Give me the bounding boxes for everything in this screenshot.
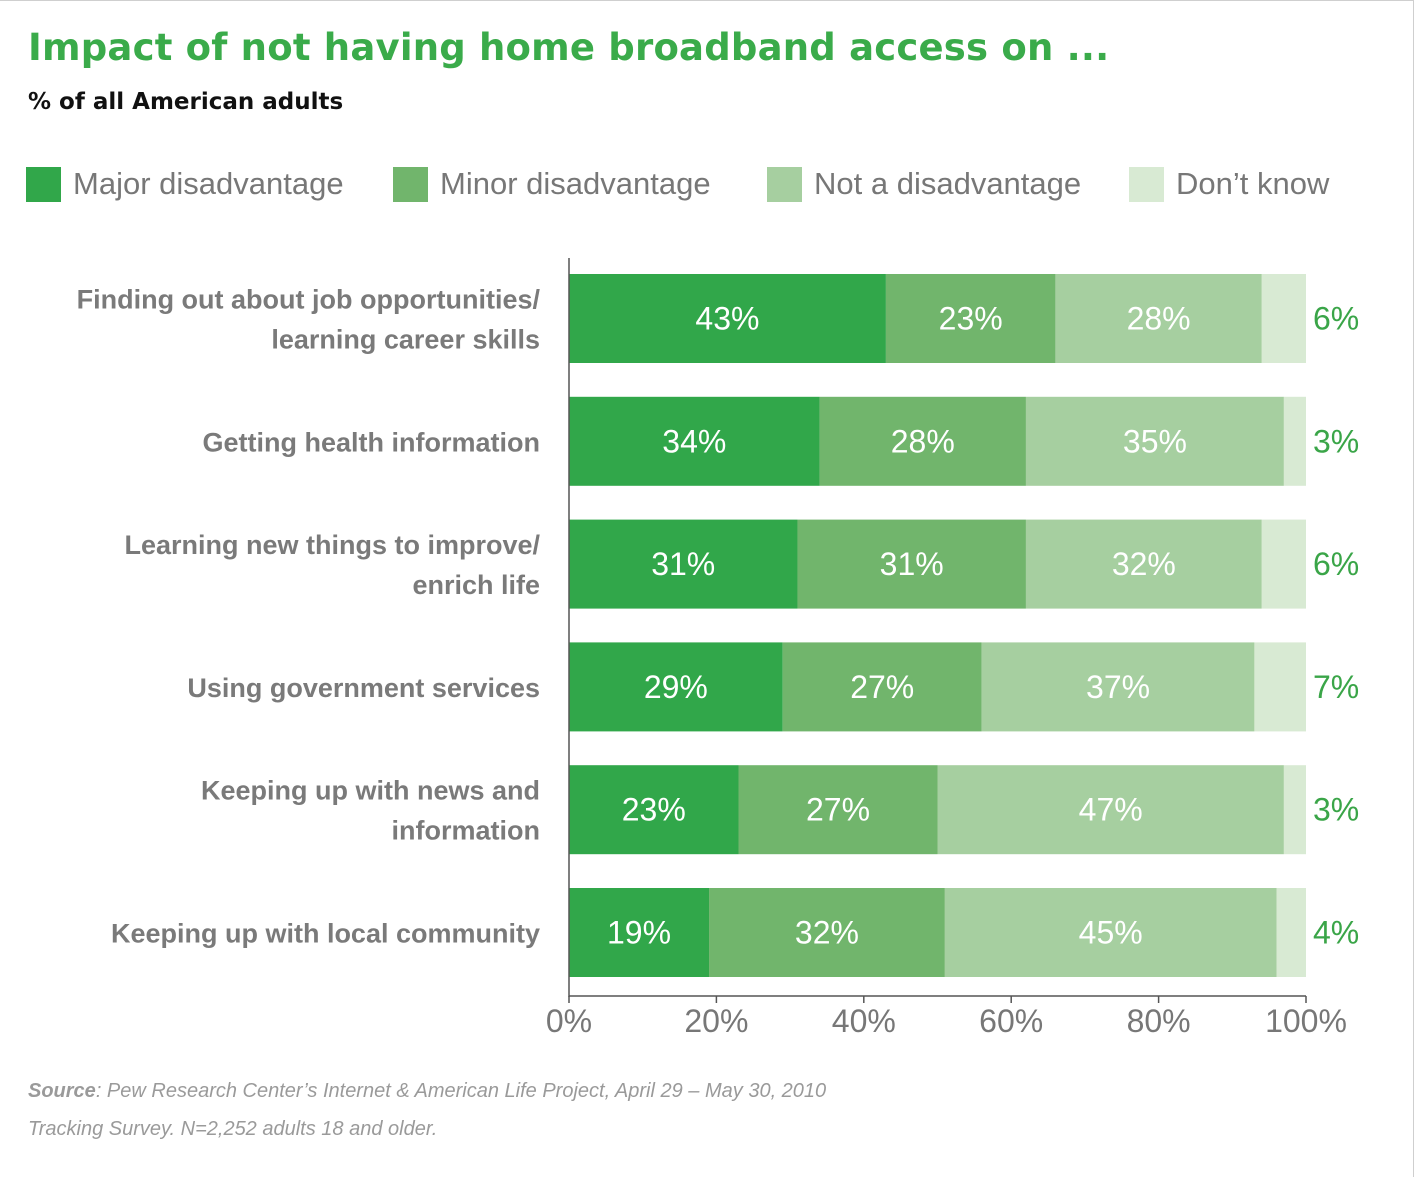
bar-value-label: 35% bbox=[1123, 423, 1187, 459]
dontknow-value-label: 6% bbox=[1313, 301, 1359, 337]
category-label: enrich life bbox=[412, 570, 540, 600]
bar-segment-2-3 bbox=[1261, 519, 1306, 609]
bar-segment-5-3 bbox=[1276, 888, 1306, 977]
bar-value-label: 23% bbox=[622, 792, 686, 828]
bar-segment-3-0 bbox=[569, 642, 783, 732]
bar-value-label: 28% bbox=[891, 423, 955, 459]
bar-value-label: 19% bbox=[607, 915, 671, 951]
legend-swatch-dontknow bbox=[1129, 166, 1164, 202]
source-text-1: : Pew Research Center’s Internet & Ameri… bbox=[95, 1080, 827, 1102]
bar-segment-0-3 bbox=[1261, 274, 1306, 363]
bar-segment-0-0 bbox=[569, 274, 886, 363]
legend-label-not: Not a disadvantage bbox=[814, 166, 1082, 201]
bar-segment-0-1 bbox=[885, 274, 1056, 363]
bar-segment-2-0 bbox=[569, 519, 798, 609]
category-label: Getting health information bbox=[203, 427, 541, 457]
dontknow-value-label: 6% bbox=[1313, 546, 1359, 582]
x-tick-label: 0% bbox=[546, 1003, 592, 1039]
chart-title: Impact of not having home broadband acce… bbox=[28, 26, 1110, 69]
bar-value-label: 32% bbox=[1112, 546, 1176, 582]
bar-segment-1-1 bbox=[819, 396, 1026, 486]
legend-item-major: Major disadvantage bbox=[26, 166, 344, 202]
bar-value-label: 23% bbox=[939, 301, 1003, 337]
legend-label-major: Major disadvantage bbox=[73, 166, 344, 201]
category-label: Keeping up with local community bbox=[111, 919, 540, 949]
bar-value-label: 34% bbox=[662, 423, 726, 459]
legend-item-not: Not a disadvantage bbox=[767, 166, 1081, 202]
bar-value-label: 45% bbox=[1079, 915, 1143, 951]
x-tick-label: 60% bbox=[979, 1003, 1043, 1039]
legend-label-minor: Minor disadvantage bbox=[440, 166, 711, 201]
bar-segment-5-2 bbox=[944, 888, 1277, 977]
bar-segment-3-3 bbox=[1254, 642, 1306, 732]
category-label: Finding out about job opportunities/ bbox=[77, 285, 541, 315]
bar-segment-1-0 bbox=[569, 396, 820, 486]
bar-segment-2-1 bbox=[797, 519, 1026, 609]
x-tick-label: 80% bbox=[1127, 1003, 1191, 1039]
bar-value-label: 28% bbox=[1127, 301, 1191, 337]
legend-label-dontknow: Don’t know bbox=[1176, 166, 1330, 201]
legend-swatch-not bbox=[767, 166, 802, 202]
bar-value-label: 31% bbox=[880, 546, 944, 582]
x-tick-label: 20% bbox=[684, 1003, 748, 1039]
x-tick-label: 100% bbox=[1265, 1003, 1347, 1039]
bar-segment-5-0 bbox=[569, 888, 710, 977]
bar-value-label: 32% bbox=[795, 915, 859, 951]
source-line-1: Source: Pew Research Center’s Internet &… bbox=[28, 1080, 826, 1103]
category-label: information bbox=[392, 816, 541, 846]
bar-segment-3-1 bbox=[782, 642, 982, 732]
chart-subtitle: % of all American adults bbox=[28, 89, 344, 115]
bar-value-label: 27% bbox=[806, 792, 870, 828]
legend-item-minor: Minor disadvantage bbox=[393, 166, 711, 202]
bar-segment-4-3 bbox=[1283, 765, 1306, 855]
legend-item-dontknow: Don’t know bbox=[1129, 166, 1329, 202]
bar-segment-1-2 bbox=[1025, 396, 1284, 486]
dontknow-value-label: 4% bbox=[1313, 915, 1359, 951]
source-line-2: Tracking Survey. N=2,252 adults 18 and o… bbox=[28, 1118, 438, 1140]
bar-value-label: 29% bbox=[644, 669, 708, 705]
bar-segment-5-1 bbox=[709, 888, 945, 977]
category-label: learning career skills bbox=[271, 325, 540, 355]
dontknow-value-label: 3% bbox=[1313, 792, 1359, 828]
legend-swatch-major bbox=[26, 166, 61, 202]
bar-segment-1-3 bbox=[1283, 396, 1306, 486]
bar-value-label: 43% bbox=[695, 301, 759, 337]
bar-value-label: 27% bbox=[850, 669, 914, 705]
x-tick-label: 40% bbox=[832, 1003, 896, 1039]
category-label: Using government services bbox=[187, 673, 540, 703]
bar-value-label: 47% bbox=[1079, 792, 1143, 828]
bar-segment-0-2 bbox=[1055, 274, 1262, 363]
bar-segment-4-1 bbox=[738, 765, 938, 855]
bar-segment-2-2 bbox=[1025, 519, 1262, 609]
bar-segment-4-0 bbox=[569, 765, 739, 855]
bar-value-label: 31% bbox=[651, 546, 715, 582]
legend-swatch-minor bbox=[393, 166, 428, 202]
bar-value-label: 37% bbox=[1086, 669, 1150, 705]
dontknow-value-label: 3% bbox=[1313, 423, 1359, 459]
bar-segment-3-2 bbox=[981, 642, 1255, 732]
category-label: Learning new things to improve/ bbox=[124, 530, 540, 560]
category-label: Keeping up with news and bbox=[201, 776, 540, 806]
source-label: Source bbox=[28, 1080, 96, 1102]
bar-segment-4-2 bbox=[937, 765, 1284, 855]
dontknow-value-label: 7% bbox=[1313, 669, 1359, 705]
